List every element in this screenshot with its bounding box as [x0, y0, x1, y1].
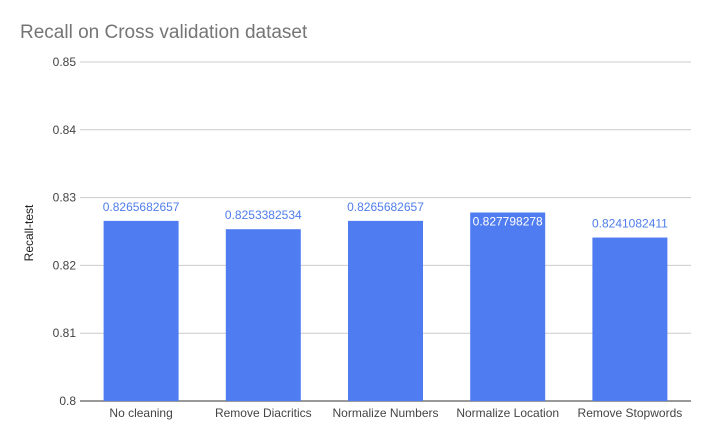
data-labels: 0.8265682657 0.8253382534 0.8265682657 0.82… — [103, 200, 668, 231]
x-tick-label: Normalize Numbers — [332, 406, 438, 420]
data-label: 0.8241082411 — [592, 217, 668, 231]
bar — [348, 220, 423, 401]
y-tick-label: 0.8 — [59, 394, 76, 408]
data-label: 0.8265682657 — [347, 200, 424, 214]
data-label: 0.8265682657 — [103, 200, 180, 214]
x-axis-ticks: No cleaning Remove Diacritics Normalize Nu… — [109, 406, 682, 420]
x-tick-label: Normalize Location — [456, 406, 559, 420]
data-label: 0.8253382534 — [225, 208, 302, 222]
y-axis-label: Recall-test — [22, 204, 36, 261]
bar — [470, 212, 546, 401]
y-tick-label: 0.85 — [53, 55, 77, 69]
x-tick-label: Remove Stopwords — [578, 406, 683, 420]
x-tick-label: Remove Diacritics — [215, 406, 312, 420]
bar — [103, 220, 179, 401]
y-tick-label: 0.83 — [53, 191, 77, 205]
x-tick-label: No cleaning — [109, 406, 172, 420]
bar — [225, 229, 301, 401]
chart-title: Recall on Cross validation dataset — [20, 22, 308, 43]
y-tick-label: 0.82 — [53, 258, 77, 272]
bars — [103, 212, 668, 401]
data-label: 0.827798278 — [473, 215, 543, 229]
y-tick-label: 0.81 — [53, 326, 77, 340]
y-tick-label: 0.84 — [53, 123, 77, 137]
y-axis-ticks: 0.8 0.81 0.82 0.83 0.84 0.85 — [53, 55, 77, 408]
bar — [592, 237, 668, 401]
